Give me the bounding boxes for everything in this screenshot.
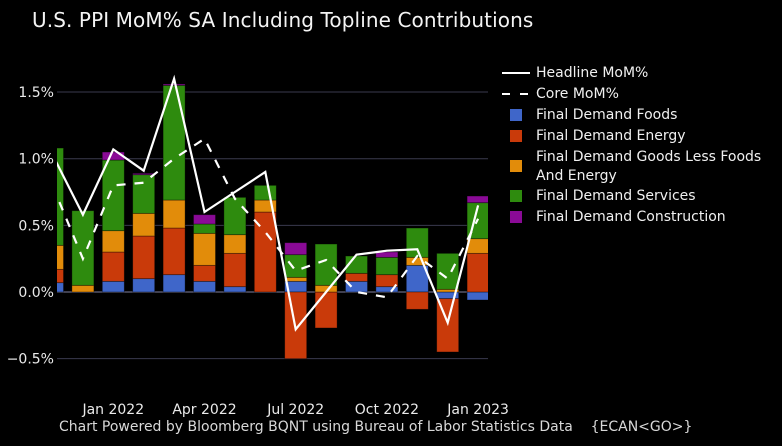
bar-segment-final-demand-energy xyxy=(57,268,64,284)
bar-segment-final-demand-services xyxy=(57,147,64,246)
y-tick-label: 1.5% xyxy=(18,85,54,101)
bar-segment-final-demand-energy xyxy=(314,291,338,329)
bar-segment-final-demand-energy xyxy=(466,252,488,293)
bar-segment-final-demand-foods xyxy=(57,282,64,293)
bar-segment-final-demand-goods-less-foods-and-energy xyxy=(101,230,125,253)
bar-segment-final-demand-goods-less-foods-and-energy xyxy=(162,199,186,229)
core-mom-line xyxy=(57,137,480,299)
bar-segment-final-demand-construction xyxy=(162,83,186,86)
series-lines xyxy=(57,74,480,332)
solid-line-icon xyxy=(500,64,536,81)
bar-segment-final-demand-energy xyxy=(193,264,216,282)
bar-segment-final-demand-goods-less-foods-and-energy xyxy=(223,234,247,254)
bar-segment-final-demand-services xyxy=(223,196,247,236)
x-tick-label: Oct 2022 xyxy=(355,402,419,418)
bar-segment-final-demand-energy xyxy=(132,235,156,280)
legend-item-services[interactable]: Final Demand Services xyxy=(500,187,776,208)
bar-segment-final-demand-foods xyxy=(132,278,156,293)
bar-segment-final-demand-energy xyxy=(345,272,368,282)
bar-segment-final-demand-construction xyxy=(193,214,216,225)
bar-segment-final-demand-services xyxy=(132,174,156,214)
bar-segment-final-demand-services xyxy=(314,243,338,286)
legend-item-foods[interactable]: Final Demand Foods xyxy=(500,106,776,127)
legend-label: Final Demand Goods Less Foods And Energy xyxy=(536,149,762,184)
bar-segment-final-demand-services xyxy=(101,159,125,232)
legend-label: Headline MoM% xyxy=(536,65,649,81)
bar-segment-final-demand-services xyxy=(405,227,429,258)
bar-segment-final-demand-construction xyxy=(375,251,399,258)
bar-segment-final-demand-energy xyxy=(223,252,247,288)
dashed-line-icon xyxy=(500,85,536,102)
color-swatch-icon xyxy=(500,148,536,172)
chart-title: U.S. PPI MoM% SA Including Topline Contr… xyxy=(32,8,534,32)
bar-segment-final-demand-energy xyxy=(101,251,125,282)
bar-segment-final-demand-foods xyxy=(466,291,488,301)
bar-segment-final-demand-goods-less-foods-and-energy xyxy=(71,284,95,293)
legend-item-core[interactable]: Core MoM% xyxy=(500,85,776,106)
bar-segment-final-demand-services xyxy=(193,223,216,234)
y-tick-label: −0.5% xyxy=(7,352,54,368)
y-tick-label: 0.5% xyxy=(18,218,54,234)
bar-segment-final-demand-energy xyxy=(405,291,429,310)
x-tick-label: Jul 2022 xyxy=(266,402,324,418)
bar-segment-final-demand-foods xyxy=(223,286,247,293)
bar-segment-final-demand-goods-less-foods-and-energy xyxy=(132,212,156,237)
bar-segment-final-demand-goods-less-foods-and-energy xyxy=(466,238,488,254)
y-tick-label: 0.0% xyxy=(18,285,54,301)
y-axis-ticks: 1.5% 1.0% 0.5% 0.0% −0.5% xyxy=(7,85,54,368)
bar-segment-final-demand-goods-less-foods-and-energy xyxy=(193,232,216,266)
bar-segment-final-demand-energy xyxy=(375,274,399,288)
color-swatch-icon xyxy=(500,106,536,123)
bar-segment-final-demand-goods-less-foods-and-energy xyxy=(405,256,429,266)
x-tick-label: Apr 2022 xyxy=(172,402,236,418)
bar-segment-final-demand-construction xyxy=(132,172,156,176)
bar-segment-final-demand-goods-less-foods-and-energy xyxy=(57,244,64,270)
legend-item-goods[interactable]: Final Demand Goods Less Foods And Energy xyxy=(500,148,776,187)
y-tick-label: 1.0% xyxy=(18,152,54,168)
bar-segment-final-demand-foods xyxy=(162,274,186,293)
bar-segment-final-demand-services xyxy=(375,256,399,276)
legend-label: Core MoM% xyxy=(536,86,619,102)
color-swatch-icon xyxy=(500,208,536,225)
bar-segment-final-demand-energy xyxy=(162,227,186,276)
bar-segment-final-demand-goods-less-foods-and-energy xyxy=(284,276,308,282)
bar-segment-final-demand-foods xyxy=(101,280,125,293)
x-tick-label: Jan 2023 xyxy=(446,402,509,418)
legend-item-energy[interactable]: Final Demand Energy xyxy=(500,127,776,148)
bar-segment-final-demand-services xyxy=(71,210,95,286)
legend-label: Final Demand Energy xyxy=(536,128,686,144)
legend-item-construction[interactable]: Final Demand Construction xyxy=(500,208,776,229)
bar-segment-final-demand-construction xyxy=(284,242,308,256)
legend-label: Final Demand Construction xyxy=(536,209,726,225)
chart-footer: Chart Powered by Bloomberg BQNT using Bu… xyxy=(59,419,693,435)
bar-segment-final-demand-construction xyxy=(466,195,488,204)
x-axis-ticks: Jan 2022 Apr 2022 Jul 2022 Oct 2022 Jan 2023 xyxy=(81,402,508,418)
color-swatch-icon xyxy=(500,127,536,144)
legend-item-headline[interactable]: Headline MoM% xyxy=(500,64,776,85)
bar-stacks xyxy=(57,83,488,360)
legend-label: Final Demand Services xyxy=(536,188,696,204)
bar-segment-final-demand-foods xyxy=(193,280,216,293)
color-swatch-icon xyxy=(500,187,536,204)
bar-segment-final-demand-services xyxy=(284,254,308,278)
bar-segment-final-demand-services xyxy=(253,184,277,201)
bar-segment-final-demand-energy xyxy=(253,211,277,293)
headline-mom-line xyxy=(57,74,480,332)
x-tick-label: Jan 2022 xyxy=(81,402,144,418)
legend-label: Final Demand Foods xyxy=(536,107,678,123)
bar-segment-final-demand-services xyxy=(436,252,460,290)
legend: Headline MoM% Core MoM% Final Demand Foo… xyxy=(500,64,776,229)
